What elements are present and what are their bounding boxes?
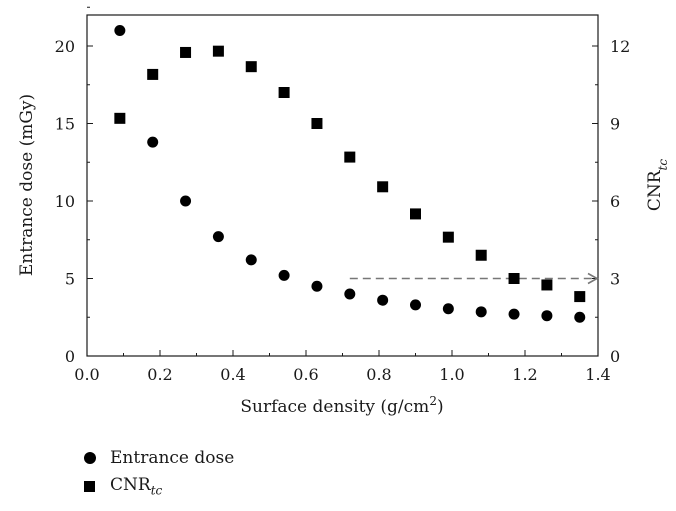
x-axis-label-sup: 2	[429, 394, 437, 408]
cnr-point	[574, 291, 586, 303]
legend-label-entrance-dose: Entrance dose	[110, 448, 235, 468]
entrance-dose-point	[245, 254, 257, 266]
y-right-axis-label-sub: tc	[656, 159, 670, 171]
x-tick-label: 1.4	[585, 365, 610, 384]
y-right-axis-label: CNRtc	[645, 159, 670, 212]
cnr-point	[147, 68, 159, 80]
plot-frame	[86, 14, 599, 357]
y-left-tick-label: 10	[55, 192, 75, 211]
y-right-tick-label: 6	[610, 192, 620, 211]
x-tick-label: 0.8	[366, 365, 391, 384]
cnr-point	[311, 118, 323, 129]
cnr-point	[278, 87, 290, 98]
entrance-dose-point	[147, 136, 159, 148]
entrance-dose-point	[442, 303, 454, 315]
entrance-dose-point	[377, 294, 389, 306]
legend: Entrance dose CNRtc	[84, 444, 234, 500]
y-left-tick-label: 20	[55, 37, 75, 56]
y-right-tick-label: 0	[610, 347, 620, 366]
x-axis-ticks: 0.0 0.2 0.4 0.6 0.8 1.0 1.2 1.4	[74, 350, 611, 384]
cnr-point	[508, 273, 520, 284]
entrance-dose-point	[278, 269, 290, 281]
cnr-point	[180, 46, 192, 58]
x-tick-label: 1.2	[512, 365, 537, 384]
x-axis-label-text: Surface density (g/cm	[240, 397, 429, 417]
cnr-point	[114, 112, 126, 124]
entrance-dose-point	[212, 231, 224, 243]
entrance-dose-point	[344, 288, 356, 300]
x-tick-label: 0.2	[147, 365, 172, 384]
entrance-dose-point	[114, 25, 126, 36]
cnr-point	[541, 279, 553, 291]
cnr-point	[377, 181, 389, 193]
legend-label-cnr: CNRtc	[110, 475, 162, 497]
legend-label-cnr-text: CNR	[110, 474, 151, 495]
x-tick-label: 1.0	[439, 365, 464, 384]
y-left-tick-label: 5	[65, 270, 75, 289]
cnr-point	[245, 61, 257, 73]
entrance-dose-point	[475, 306, 487, 318]
cnr-series	[114, 45, 586, 303]
entrance-dose-point	[311, 280, 323, 292]
entrance-dose-point	[541, 310, 553, 322]
cnr-point	[410, 208, 421, 220]
y-right-tick-label: 9	[610, 115, 620, 134]
x-axis-label: Surface density (g/cm2)	[240, 394, 443, 417]
x-axis-label-close: )	[437, 397, 444, 417]
y-right-tick-label: 3	[610, 270, 620, 289]
legend-label-cnr-sub: tc	[150, 483, 163, 498]
circle-marker-icon	[84, 452, 96, 464]
cnr-point	[442, 231, 454, 243]
entrance-dose-point	[180, 195, 192, 207]
entrance-dose-series	[114, 25, 586, 323]
x-tick-label: 0.6	[293, 365, 318, 384]
legend-item-entrance-dose: Entrance dose	[84, 444, 234, 472]
cnr-point	[475, 249, 487, 261]
entrance-dose-point	[508, 308, 520, 320]
entrance-dose-point	[574, 311, 586, 323]
y-right-axis-ticks: 0 3 6 9 12	[592, 37, 630, 366]
x-tick-label: 0.4	[220, 365, 245, 384]
cnr-point	[344, 151, 356, 163]
cnr-point	[212, 45, 224, 57]
y-left-axis-label: Entrance dose (mGy)	[17, 94, 37, 276]
x-tick-label: 0.0	[74, 365, 99, 384]
square-marker-icon	[84, 480, 95, 492]
y-left-tick-label: 15	[55, 115, 75, 134]
y-right-tick-label: 12	[610, 37, 630, 56]
legend-item-cnr: CNRtc	[84, 472, 234, 500]
y-left-axis-ticks: 0 5 10 15 20	[55, 6, 93, 366]
y-left-tick-label: 0	[65, 347, 75, 366]
y-right-axis-label-text: CNR	[645, 169, 665, 211]
entrance-dose-point	[410, 299, 421, 311]
